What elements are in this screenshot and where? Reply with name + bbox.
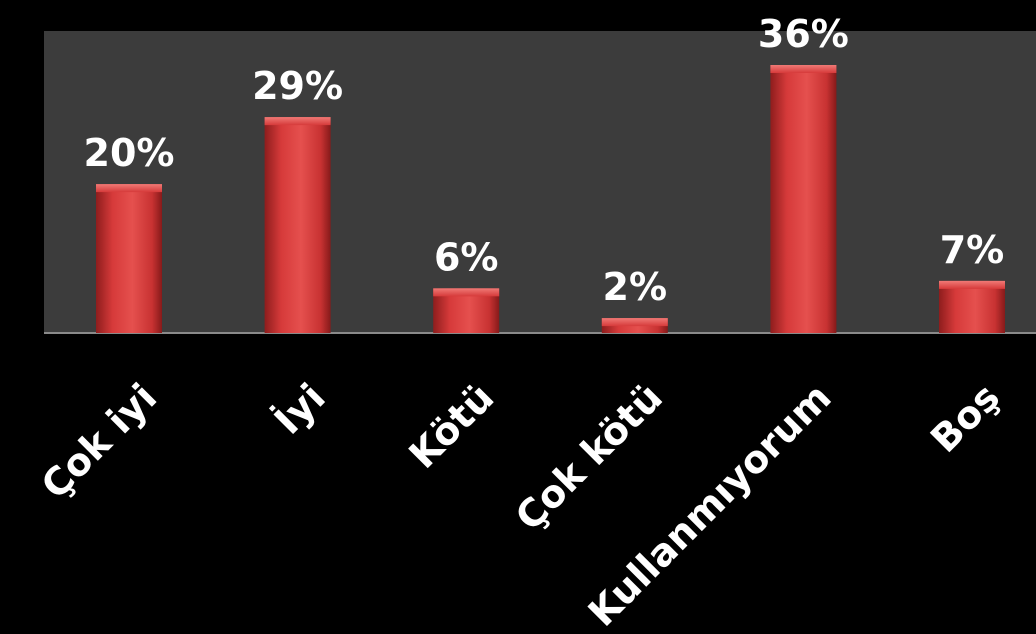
bar-5 [939,280,1005,333]
bar-top-highlight-3 [601,318,668,327]
bar-top-highlight-0 [96,184,162,193]
bar-4 [770,65,837,333]
bar-top-highlight-2 [433,288,500,297]
plot-area [44,31,1036,334]
bar-top-highlight-4 [770,65,837,73]
value-labels-group: 20% 29% 6% 2% 36% 7% [84,12,1005,309]
bar-1 [264,117,331,333]
bars-group [96,65,1005,333]
category-label-5: Boş [922,375,1008,461]
value-label-0: 20% [84,131,175,175]
value-label-2: 6% [434,235,499,279]
bar-0 [96,184,162,333]
category-label-1: İyi [266,375,334,443]
value-label-3: 2% [603,265,668,309]
category-label-0: Çok iyi [33,375,165,507]
value-label-1: 29% [252,64,343,108]
category-label-2: Kötü [400,375,502,477]
category-label-3: Çok kötü [507,375,671,539]
bar-top-highlight-1 [264,117,331,126]
value-label-4: 36% [758,12,849,56]
value-label-5: 7% [940,228,1005,272]
bar-top-highlight-5 [939,280,1005,289]
